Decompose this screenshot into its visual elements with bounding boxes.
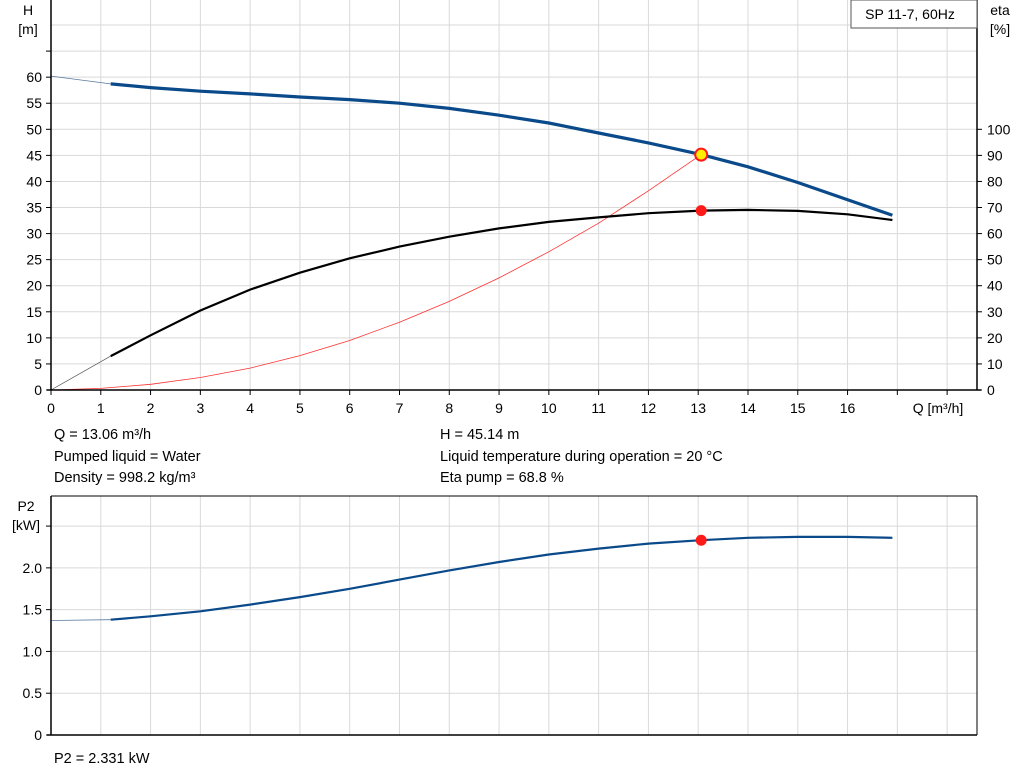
q-tick-label: 15 <box>790 400 806 416</box>
info-liquid: Pumped liquid = Water <box>54 449 201 465</box>
eta-tick-label: 0 <box>987 382 995 398</box>
q-tick-label: 2 <box>147 400 155 416</box>
info-density: Density = 998.2 kg/m³ <box>54 470 196 486</box>
info-h: H = 45.14 m <box>440 427 519 443</box>
legend-box <box>850 0 978 29</box>
q-tick-label: 3 <box>196 400 204 416</box>
p2-tick-label: 0.5 <box>23 685 43 701</box>
p2-tick-label: 1.5 <box>23 602 43 618</box>
q-axis-label: Q [m³/h] <box>913 400 964 416</box>
q-tick-label: 13 <box>690 400 706 416</box>
chart-marks <box>50 75 893 621</box>
info-p2: P2 = 2.331 kW <box>54 751 150 767</box>
h-tick-label: 40 <box>26 173 42 189</box>
q-tick-label: 5 <box>296 400 304 416</box>
eta-tick-label: 40 <box>987 278 1003 294</box>
head-operating-point <box>694 147 709 162</box>
h-tick-label: 10 <box>26 330 42 346</box>
system-curve <box>50 154 702 391</box>
p2-tick-label: 2.0 <box>23 560 43 576</box>
h-tick-label: 0 <box>34 382 42 398</box>
q-tick-label: 14 <box>740 400 756 416</box>
eta-tick-label: 10 <box>987 356 1003 372</box>
q-tick-label: 11 <box>591 400 606 416</box>
h-axis-label: H <box>23 2 33 18</box>
q-tick-label: 12 <box>641 400 657 416</box>
h-tick-label: 15 <box>26 304 42 320</box>
info-q: Q = 13.06 m³/h <box>54 427 151 443</box>
p2-tick-label: 1.0 <box>23 643 43 659</box>
info-temp: Liquid temperature during operation = 20… <box>440 449 723 465</box>
power-operating-point <box>695 534 707 546</box>
p2-axis-unit: [kW] <box>12 517 40 533</box>
eta-tick-label: 60 <box>987 226 1003 242</box>
eta-tick-label: 20 <box>987 330 1003 346</box>
eta-tick-label: 30 <box>987 304 1003 320</box>
h-tick-label: 5 <box>34 356 42 372</box>
h-tick-label: 55 <box>26 95 42 111</box>
h-tick-label: 30 <box>26 226 42 242</box>
p2-tick-label: 0 <box>34 727 42 743</box>
q-tick-label: 10 <box>541 400 557 416</box>
q-tick-label: 16 <box>840 400 856 416</box>
eta-tick-label: 50 <box>987 252 1003 268</box>
h-tick-label: 45 <box>26 147 42 163</box>
h-axis-unit: [m] <box>18 21 37 37</box>
h-tick-label: 20 <box>26 278 42 294</box>
q-tick-label: 1 <box>97 400 105 416</box>
p2-axis-label: P2 <box>17 498 34 514</box>
head-curve-extrapolated <box>50 75 111 85</box>
q-tick-label: 0 <box>47 400 55 416</box>
chart-axes: 0 1 2 3 4 5 6 7 8 9 10 11 12 13 14 15 160510152025303540… <box>23 0 1011 743</box>
h-tick-label: 50 <box>26 121 42 137</box>
q-tick-label: 8 <box>445 400 453 416</box>
eta-tick-label: 70 <box>987 200 1003 216</box>
efficiency-operating-point <box>695 205 707 217</box>
bottom-chart-grid <box>51 496 977 735</box>
power-curve <box>110 535 893 621</box>
eta-tick-label: 80 <box>987 173 1003 189</box>
q-tick-label: 4 <box>246 400 254 416</box>
eta-tick-label: 100 <box>987 121 1011 137</box>
top-chart-grid <box>51 0 977 390</box>
eta-axis-label: eta <box>990 2 1010 18</box>
efficiency-curve <box>110 208 893 358</box>
q-tick-label: 7 <box>396 400 404 416</box>
eta-axis-unit: [%] <box>990 21 1010 37</box>
eta-tick-label: 90 <box>987 147 1003 163</box>
info-eta: Eta pump = 68.8 % <box>440 470 564 486</box>
h-tick-label: 60 <box>26 69 42 85</box>
h-tick-label: 35 <box>26 200 42 216</box>
head-curve <box>110 82 893 217</box>
q-tick-label: 9 <box>495 400 503 416</box>
power-curve-extrapolated <box>50 619 111 621</box>
efficiency-curve-extrapolated <box>50 355 111 391</box>
h-tick-label: 25 <box>26 252 42 268</box>
legend-text: SP 11-7, 60Hz <box>865 6 955 22</box>
q-tick-label: 6 <box>346 400 354 416</box>
